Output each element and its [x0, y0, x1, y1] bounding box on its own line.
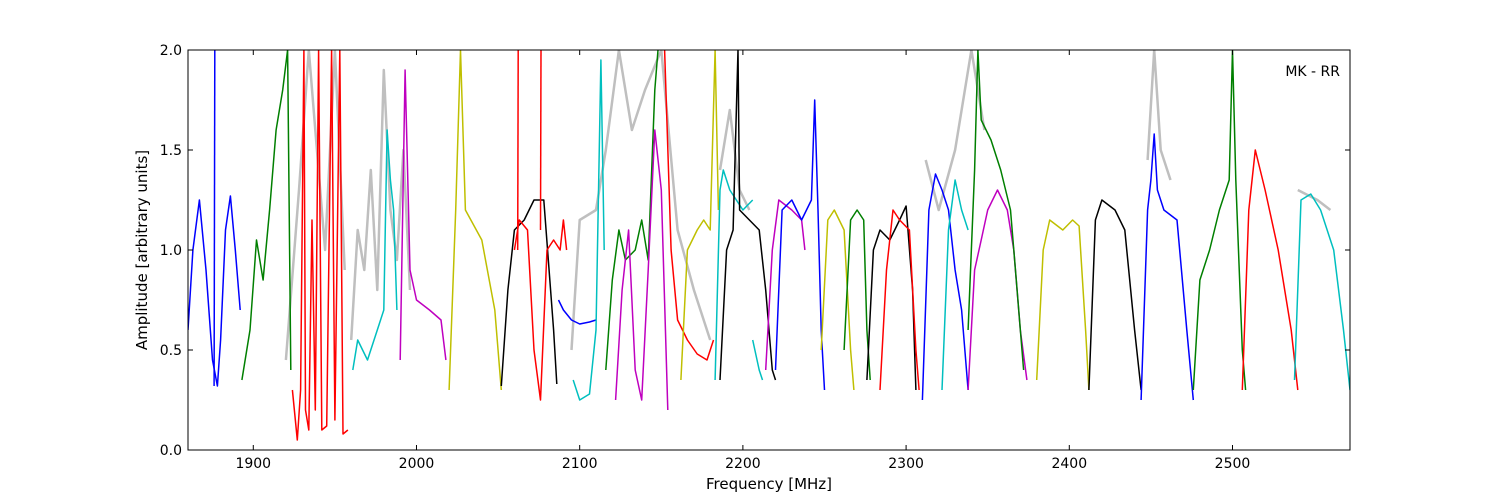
y-axis: 0.0 0.5 1.0 1.5 2.0 — [160, 43, 1350, 459]
series-line-16 — [680, 50, 720, 381]
series-line-10 — [539, 50, 542, 231]
x-tick-label: 2000 — [399, 456, 435, 472]
series-line-0 — [188, 195, 241, 387]
x-tick-label: 2300 — [888, 456, 924, 472]
series-line-29 — [967, 50, 1025, 371]
series-line-17 — [714, 169, 754, 381]
series-line-19 — [751, 339, 764, 381]
series-line-35 — [1293, 193, 1350, 391]
series-line-13 — [605, 50, 659, 371]
background-segment-4 — [924, 50, 986, 212]
x-axis-title: Frequency [MHz] — [706, 475, 832, 493]
plot-area — [188, 50, 1350, 441]
background-segment-5 — [1146, 50, 1172, 181]
series-line-21 — [774, 99, 826, 391]
y-tick-label: 2.0 — [160, 43, 182, 59]
series-line-3 — [291, 50, 349, 441]
series-line-31 — [1088, 199, 1142, 391]
series-line-32 — [1140, 133, 1195, 401]
background-segment-0 — [349, 68, 412, 341]
y-tick-label: 1.0 — [160, 243, 182, 259]
series-line-4 — [352, 129, 398, 371]
series-line-27 — [941, 179, 969, 391]
series-line-2 — [241, 50, 292, 381]
series-line-8 — [513, 219, 568, 401]
plot-annotation: MK - RR — [1285, 64, 1340, 80]
series-line-25 — [879, 209, 920, 391]
background-segment-6 — [1297, 188, 1332, 211]
series-line-22 — [820, 209, 855, 391]
background-segment-1 — [284, 50, 346, 361]
series-line-14 — [614, 129, 669, 411]
series-line-23 — [843, 209, 871, 381]
series-line-34 — [1241, 149, 1299, 391]
x-axis: 1900 2000 2100 2200 2300 2400 2500 — [235, 50, 1250, 472]
background-segment-2 — [570, 50, 712, 351]
series-line-15 — [663, 50, 715, 361]
series-line-5 — [399, 69, 447, 361]
x-tick-label: 2100 — [562, 456, 598, 472]
series-line-30 — [1035, 219, 1090, 391]
x-tick-label: 2400 — [1051, 456, 1087, 472]
series-line-18 — [719, 50, 777, 381]
series-line-12 — [572, 59, 605, 401]
y-tick-label: 0.5 — [160, 343, 182, 359]
series-line-1 — [213, 50, 216, 387]
series-line-6 — [448, 50, 503, 391]
series-line-26 — [921, 173, 969, 401]
series-line-33 — [1192, 50, 1247, 391]
series-line-20 — [764, 199, 806, 371]
y-axis-title: Amplitude [arbitrary units] — [133, 150, 151, 350]
series-layer — [188, 50, 1350, 441]
x-tick-label: 2500 — [1215, 456, 1251, 472]
x-tick-label: 1900 — [235, 456, 271, 472]
series-line-11 — [557, 299, 597, 325]
x-tick-label: 2200 — [725, 456, 761, 472]
y-tick-label: 0.0 — [160, 443, 182, 459]
series-line-9 — [516, 50, 519, 251]
y-tick-label: 1.5 — [160, 143, 182, 159]
series-line-7 — [500, 199, 558, 387]
